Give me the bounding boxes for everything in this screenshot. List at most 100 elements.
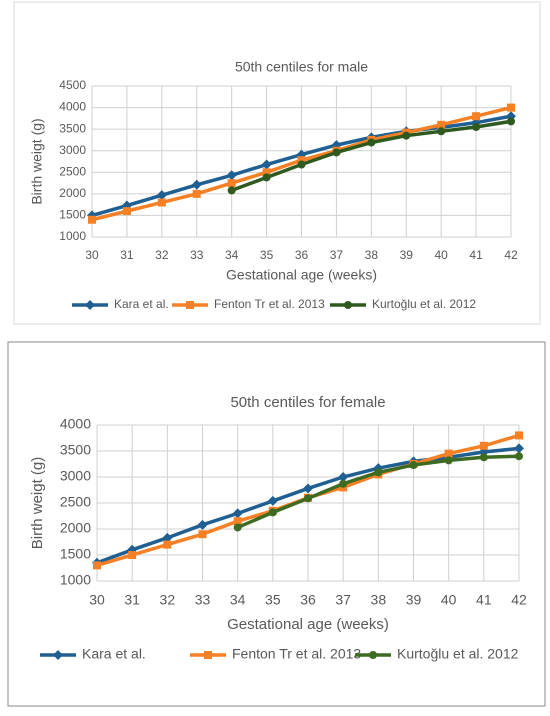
legend-marker bbox=[85, 300, 95, 310]
x-tick-label: 37 bbox=[335, 592, 351, 608]
chart-title: 50th centiles for female bbox=[230, 394, 385, 411]
data-point bbox=[507, 103, 515, 112]
y-axis-title: Birth weigt (g) bbox=[29, 457, 46, 550]
data-point bbox=[297, 160, 306, 169]
data-point bbox=[233, 517, 242, 526]
data-point bbox=[157, 198, 166, 207]
data-point bbox=[93, 561, 101, 570]
data-point bbox=[402, 131, 411, 140]
data-point bbox=[198, 530, 207, 539]
x-tick-label: 41 bbox=[476, 592, 492, 608]
data-point bbox=[163, 540, 172, 549]
y-tick-label: 1500 bbox=[60, 546, 91, 562]
data-point bbox=[227, 186, 236, 195]
x-tick-label: 37 bbox=[330, 248, 344, 262]
data-point bbox=[374, 468, 383, 477]
x-tick-label: 34 bbox=[225, 248, 239, 262]
y-tick-label: 3500 bbox=[60, 442, 91, 458]
data-point bbox=[156, 190, 167, 201]
x-tick-label: 32 bbox=[160, 592, 176, 608]
data-point bbox=[297, 156, 306, 165]
data-point bbox=[515, 452, 523, 461]
data-point bbox=[267, 495, 278, 506]
data-point bbox=[332, 148, 341, 157]
data-point bbox=[268, 508, 277, 517]
data-point bbox=[261, 159, 272, 170]
x-tick-label: 36 bbox=[295, 248, 309, 262]
data-point bbox=[367, 138, 376, 147]
x-tick-label: 31 bbox=[120, 248, 134, 262]
data-point bbox=[444, 449, 453, 458]
x-axis-title: Gestational age (weeks) bbox=[227, 616, 389, 633]
legend-label: Kara et al. bbox=[82, 646, 146, 662]
y-tick-label: 2500 bbox=[59, 164, 86, 178]
data-point bbox=[409, 461, 418, 470]
data-point bbox=[479, 453, 488, 462]
data-point bbox=[338, 472, 349, 482]
data-point bbox=[233, 523, 242, 532]
chart-frame bbox=[7, 341, 546, 707]
x-tick-label: 39 bbox=[400, 248, 414, 262]
legend-marker bbox=[204, 651, 212, 659]
data-point bbox=[472, 122, 481, 131]
x-tick-label: 38 bbox=[365, 248, 379, 262]
data-point bbox=[197, 519, 208, 530]
x-tick-label: 34 bbox=[230, 592, 246, 608]
x-tick-label: 33 bbox=[190, 248, 204, 262]
legend-label: Kurtoğlu et al. 2012 bbox=[372, 297, 476, 311]
x-tick-label: 40 bbox=[441, 592, 457, 608]
y-tick-label: 1000 bbox=[60, 572, 91, 588]
y-tick-label: 4000 bbox=[60, 416, 91, 432]
data-point bbox=[226, 170, 237, 181]
x-tick-label: 36 bbox=[300, 592, 316, 608]
x-tick-label: 38 bbox=[371, 592, 387, 608]
data-point bbox=[128, 551, 137, 559]
legend-marker bbox=[369, 651, 377, 659]
legend-label: Kurtoğlu et al. 2012 bbox=[397, 646, 519, 662]
data-point bbox=[479, 441, 488, 450]
y-tick-label: 3500 bbox=[59, 121, 86, 135]
data-point bbox=[472, 112, 481, 121]
y-tick-label: 4000 bbox=[59, 100, 86, 114]
data-point bbox=[303, 483, 313, 494]
y-axis-title: Birth weigt (g) bbox=[29, 118, 45, 204]
data-point bbox=[437, 120, 446, 129]
legend-label: Fenton Tr et al. 2013 bbox=[214, 297, 325, 311]
data-point bbox=[304, 494, 312, 503]
data-point bbox=[262, 173, 271, 182]
x-tick-label: 40 bbox=[434, 248, 448, 262]
data-point bbox=[339, 479, 348, 488]
x-tick-label: 42 bbox=[511, 592, 527, 608]
legend-marker bbox=[53, 650, 63, 660]
data-point bbox=[514, 443, 524, 454]
x-axis-title: Gestational age (weeks) bbox=[226, 267, 377, 283]
x-tick-label: 35 bbox=[265, 592, 281, 608]
x-tick-label: 42 bbox=[504, 248, 518, 262]
data-point bbox=[232, 508, 243, 519]
y-tick-label: 3000 bbox=[60, 468, 91, 484]
data-point bbox=[262, 168, 271, 177]
y-tick-label: 2000 bbox=[59, 186, 86, 200]
x-tick-label: 30 bbox=[85, 248, 99, 262]
data-point bbox=[444, 456, 453, 465]
y-tick-label: 4500 bbox=[59, 78, 86, 92]
legend-label: Kara et al. bbox=[114, 297, 169, 311]
chart-title: 50th centiles for male bbox=[235, 59, 368, 75]
data-point bbox=[515, 431, 523, 440]
data-point bbox=[437, 127, 446, 136]
x-tick-label: 30 bbox=[89, 592, 105, 608]
x-tick-label: 41 bbox=[469, 248, 483, 262]
y-tick-label: 3000 bbox=[59, 143, 86, 157]
legend-label: Fenton Tr et al. 2013 bbox=[232, 646, 361, 662]
data-point bbox=[162, 532, 173, 543]
legend-marker bbox=[344, 301, 352, 309]
y-tick-label: 1000 bbox=[59, 229, 86, 243]
y-tick-label: 2500 bbox=[60, 494, 91, 510]
x-tick-label: 31 bbox=[124, 592, 140, 608]
data-point bbox=[88, 215, 96, 224]
x-tick-label: 32 bbox=[155, 248, 169, 262]
data-point bbox=[227, 179, 236, 188]
data-point bbox=[122, 207, 131, 216]
